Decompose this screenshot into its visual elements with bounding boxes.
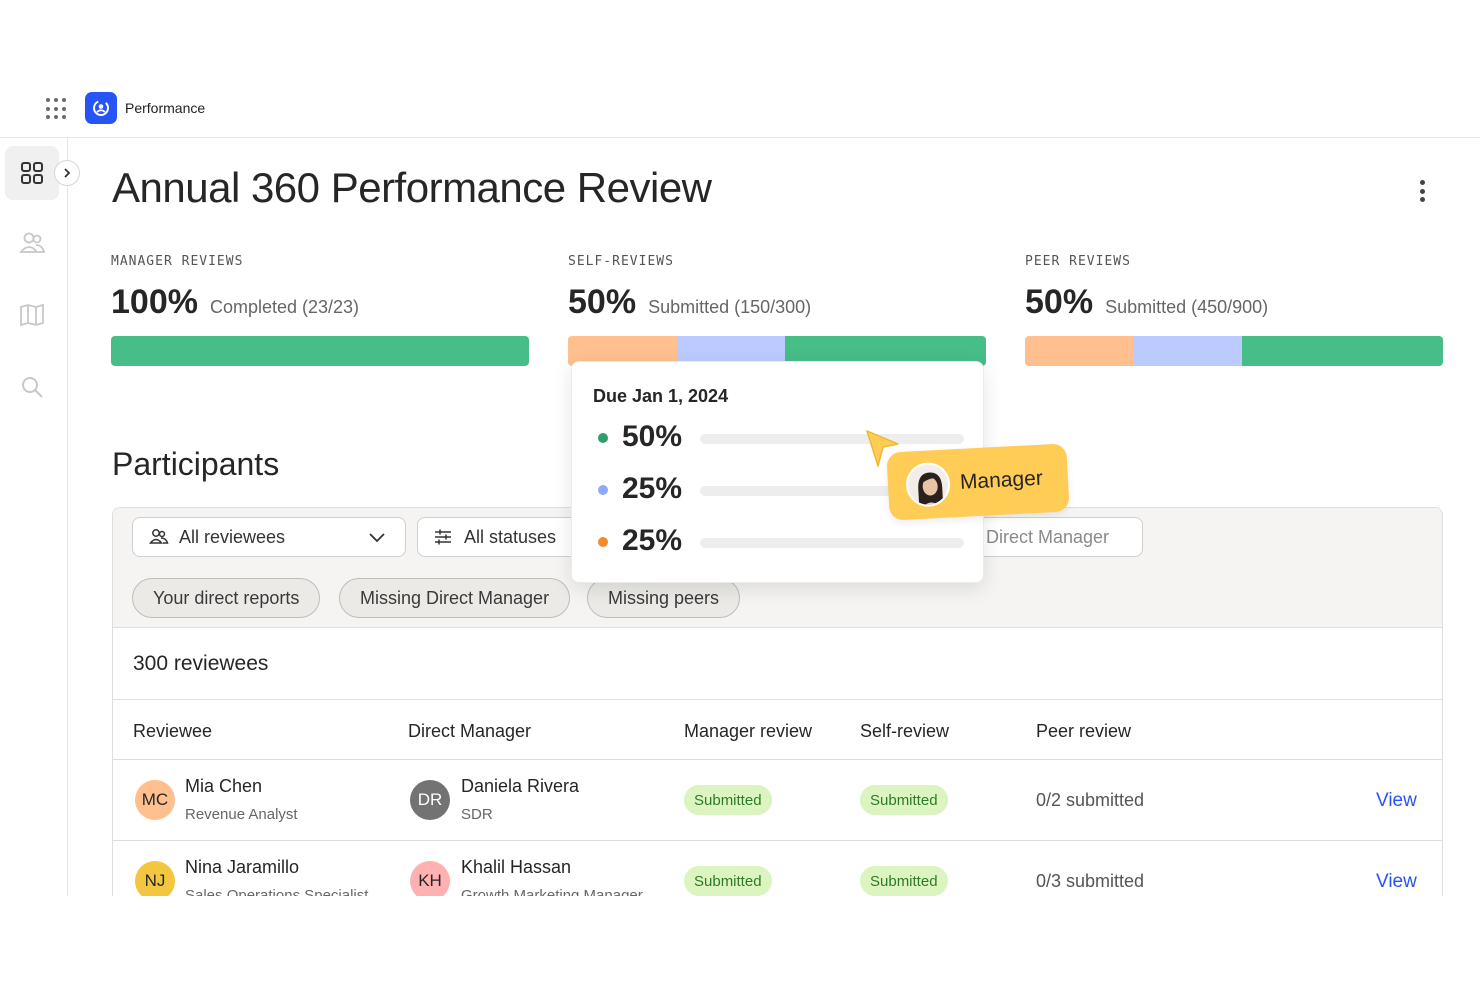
chip-missing-manager[interactable]: Missing Direct Manager — [339, 578, 571, 618]
status-badge: Submitted — [860, 866, 948, 896]
stat-value: 50% — [568, 283, 637, 321]
reviewee-role: Sales Operations Specialist — [185, 887, 369, 896]
breakdown-percent: 25% — [622, 524, 683, 557]
manager-avatar: KH — [410, 861, 450, 896]
manager-role: Growth Marketing Manager — [461, 887, 643, 896]
breakdown-percent: 50% — [622, 420, 683, 453]
breakdown-percent: 25% — [622, 472, 683, 505]
self-review-breakdown-popover: Due Jan 1, 2024 50% 25% 25% — [571, 361, 984, 583]
reviewees-dropdown[interactable]: All reviewees — [132, 517, 406, 557]
table-row: MC Mia Chen Revenue Analyst DR Daniela R… — [113, 760, 1442, 841]
chevron-right-icon — [64, 168, 71, 178]
participants-panel: All reviewees All statuses Direct Manage… — [112, 507, 1443, 896]
book-icon — [20, 303, 44, 327]
chevron-down-icon — [369, 533, 385, 543]
manager-role: SDR — [461, 806, 493, 823]
manager-dropdown-value: Direct Manager — [986, 526, 1110, 547]
breakdown-track — [700, 434, 964, 444]
progress-segment — [111, 336, 529, 366]
reviewee-name: Nina Jaramillo — [185, 857, 300, 877]
filter-bar: All reviewees All statuses Direct Manage… — [113, 508, 1442, 628]
stat-detail: Submitted (450/900) — [1105, 297, 1269, 317]
manager-avatar: DR — [410, 780, 450, 820]
column-header[interactable]: Peer review — [1036, 721, 1132, 741]
more-options-icon[interactable] — [1410, 176, 1434, 206]
view-link[interactable]: View — [1376, 790, 1417, 811]
manager-cursor-tag: Manager — [886, 443, 1070, 521]
progress-bar — [111, 336, 529, 366]
table-row: NJ Nina Jaramillo Sales Operations Speci… — [113, 841, 1442, 896]
progress-segment — [1025, 336, 1134, 366]
stat-label: MANAGER REVIEWS — [111, 254, 244, 269]
table-header: Reviewee Direct Manager Manager review S… — [113, 700, 1442, 760]
progress-segment — [1133, 336, 1243, 366]
reviewee-name: Mia Chen — [185, 776, 263, 796]
reviewee-count-row: 300 reviewees — [113, 628, 1442, 700]
sidebar-item-library[interactable] — [5, 288, 59, 342]
stat-detail: Submitted (150/300) — [648, 297, 812, 317]
pointer-cursor-icon — [866, 430, 899, 467]
avatar: NJ — [135, 861, 175, 896]
stat-self-reviews: SELF-REVIEWS 50% Submitted (150/300) — [568, 254, 986, 366]
reviewee-count: 300 reviewees — [133, 652, 269, 675]
breakdown-row: 25% — [594, 522, 964, 562]
progress-bar[interactable] — [1025, 336, 1443, 366]
participants-heading: Participants — [112, 446, 280, 482]
reviewee-role: Revenue Analyst — [185, 806, 298, 823]
filter-sliders-icon — [435, 529, 451, 545]
performance-logo-icon[interactable] — [85, 92, 117, 124]
sidebar-expand-button[interactable] — [54, 160, 80, 186]
breakdown-track — [700, 538, 964, 548]
avatar: MC — [135, 780, 175, 820]
breakdown-row: 50% — [594, 418, 964, 458]
top-bar: Performance — [0, 78, 1480, 138]
chip-direct-reports[interactable]: Your direct reports — [132, 578, 321, 618]
view-link[interactable]: View — [1376, 871, 1417, 892]
app-window: Performance — [0, 78, 1480, 896]
sidebar-item-dashboard[interactable] — [5, 146, 59, 200]
peer-review-status: 0/2 submitted — [1036, 790, 1145, 810]
column-header[interactable]: Direct Manager — [408, 721, 532, 741]
stat-peer-reviews: PEER REVIEWS 50% Submitted (450/900) — [1025, 254, 1443, 366]
sidebar-item-people[interactable] — [5, 216, 59, 270]
people-icon — [19, 232, 46, 253]
status-badge: Submitted — [684, 866, 772, 896]
progress-segment — [1242, 336, 1443, 366]
status-dot — [598, 537, 608, 547]
status-badge: Submitted — [684, 785, 772, 815]
peer-review-status: 0/3 submitted — [1036, 871, 1145, 891]
column-header[interactable]: Self-review — [860, 721, 950, 741]
sidebar-item-search[interactable] — [5, 360, 59, 414]
breakdown-track — [700, 486, 964, 496]
stat-label: PEER REVIEWS — [1025, 254, 1131, 269]
app-name: Performance — [125, 100, 206, 116]
stat-detail: Completed (23/23) — [209, 297, 360, 317]
breakdown-row: 25% — [594, 470, 964, 510]
sidebar — [2, 138, 68, 896]
reviewees-dropdown-value: All reviewees — [179, 526, 286, 547]
manager-tag-label: Manager — [959, 466, 1044, 494]
stat-value: 50% — [1025, 283, 1094, 321]
app-launcher-icon[interactable] — [46, 98, 68, 120]
chip-missing-peers[interactable]: Missing peers — [587, 578, 741, 618]
manager-name: Daniela Rivera — [461, 776, 580, 796]
page-title: Annual 360 Performance Review — [112, 164, 712, 211]
manager-name: Khalil Hassan — [461, 857, 572, 877]
manager-photo — [904, 461, 952, 508]
manager-dropdown[interactable]: Direct Manager — [953, 517, 1143, 557]
stat-label: SELF-REVIEWS — [568, 254, 674, 269]
search-icon — [22, 377, 43, 398]
people-icon — [149, 529, 169, 544]
status-dot — [598, 485, 608, 495]
column-header[interactable]: Manager review — [684, 721, 813, 741]
status-dot — [598, 433, 608, 443]
status-badge: Submitted — [860, 785, 948, 815]
grid-icon — [21, 162, 43, 184]
stat-manager-reviews: MANAGER REVIEWS 100% Completed (23/23) — [111, 254, 529, 366]
statuses-dropdown-value: All statuses — [464, 526, 557, 547]
due-date: Due Jan 1, 2024 — [593, 386, 729, 406]
column-header[interactable]: Reviewee — [133, 721, 213, 741]
stat-value: 100% — [111, 283, 198, 321]
